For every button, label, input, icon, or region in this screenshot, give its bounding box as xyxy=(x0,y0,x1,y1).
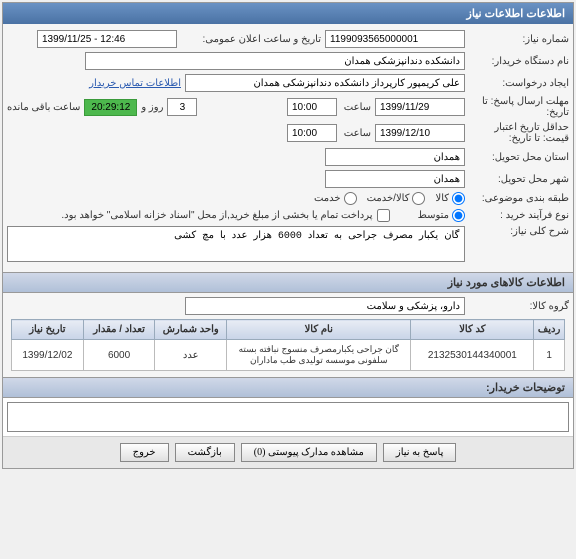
process-radio-group: متوسط xyxy=(418,209,465,222)
general-desc-field[interactable] xyxy=(7,226,465,262)
process-medium-label: متوسط xyxy=(418,210,449,221)
general-desc-label: شرح کلی نیاز: xyxy=(469,226,569,237)
city-label: شهر محل تحویل: xyxy=(469,174,569,185)
th-code: کد کالا xyxy=(411,320,534,340)
reply-button[interactable]: پاسخ به نیاز xyxy=(383,443,457,462)
th-qty: تعداد / مقدار xyxy=(83,320,155,340)
city-field[interactable] xyxy=(325,170,465,188)
need-number-label: شماره نیاز: xyxy=(469,34,569,45)
partial-pay-label: پرداخت تمام یا بخشی از مبلغ خرید,از محل … xyxy=(61,210,372,221)
days-label: روز و xyxy=(141,102,163,113)
time-label-2: ساعت xyxy=(341,128,371,139)
validity-time-field[interactable] xyxy=(287,124,337,142)
th-name: نام کالا xyxy=(227,320,411,340)
need-number-field[interactable] xyxy=(325,30,465,48)
window-title-bar: اطلاعات اطلاعات نیاز xyxy=(3,3,573,24)
announce-field[interactable] xyxy=(37,30,177,48)
topic-serviceonly-radio[interactable]: خدمت xyxy=(314,192,357,205)
items-table: ردیف کد کالا نام کالا واحد شمارش تعداد /… xyxy=(11,319,565,371)
process-type-label: نوع فرآیند خرید : xyxy=(469,210,569,221)
topic-service-label: کالا/خدمت xyxy=(367,193,410,204)
topic-serviceonly-label: خدمت xyxy=(314,193,341,204)
td-idx: 1 xyxy=(534,340,565,371)
table-header-row: ردیف کد کالا نام کالا واحد شمارش تعداد /… xyxy=(12,320,565,340)
group-field[interactable] xyxy=(185,297,465,315)
topic-goods-radio[interactable]: کالا xyxy=(435,192,465,205)
th-idx: ردیف xyxy=(534,320,565,340)
topic-service-radio[interactable]: کالا/خدمت xyxy=(367,192,426,205)
form-body: شماره نیاز: تاریخ و ساعت اعلان عمومی: نا… xyxy=(3,24,573,272)
topic-goods-input[interactable] xyxy=(452,192,465,205)
topic-radio-group: کالا کالا/خدمت خدمت xyxy=(314,192,465,205)
exit-button[interactable]: خروج xyxy=(120,443,169,462)
main-window: اطلاعات اطلاعات نیاز شماره نیاز: تاریخ و… xyxy=(2,2,574,469)
back-button[interactable]: بازگشت xyxy=(175,443,235,462)
td-code: 2132530144340001 xyxy=(411,340,534,371)
validity-label: حداقل تاریخ اعتبار قیمت: تا تاریخ: xyxy=(469,122,569,144)
process-medium-radio[interactable]: متوسط xyxy=(418,209,465,222)
deadline-label: مهلت ارسال پاسخ: تا تاریخ: xyxy=(469,96,569,118)
buyer-org-field[interactable] xyxy=(85,52,465,70)
deadline-date-field[interactable] xyxy=(375,98,465,116)
td-unit: عدد xyxy=(155,340,227,371)
partial-pay-row: پرداخت تمام یا بخشی از مبلغ خرید,از محل … xyxy=(61,209,389,222)
days-field[interactable] xyxy=(167,98,197,116)
button-bar: پاسخ به نیاز مشاهده مدارک پیوستی (0) باز… xyxy=(3,436,573,468)
remaining-label: ساعت باقی مانده xyxy=(7,102,80,113)
validity-date-field[interactable] xyxy=(375,124,465,142)
request-label: ایجاد درخواست: xyxy=(469,78,569,89)
time-label-1: ساعت xyxy=(341,102,371,113)
process-medium-input[interactable] xyxy=(452,209,465,222)
items-table-wrap: ردیف کد کالا نام کالا واحد شمارش تعداد /… xyxy=(11,319,565,371)
group-label: گروه کالا: xyxy=(469,301,569,312)
table-row[interactable]: 1 2132530144340001 گان جراحی یکبارمصرف م… xyxy=(12,340,565,371)
contact-link[interactable]: اطلاعات تماس خریدار xyxy=(89,78,181,89)
topic-serviceonly-input[interactable] xyxy=(344,192,357,205)
topic-service-input[interactable] xyxy=(412,192,425,205)
province-field[interactable] xyxy=(325,148,465,166)
buyer-notes-box[interactable] xyxy=(7,402,569,432)
request-field[interactable] xyxy=(185,74,465,92)
buyer-notes-header: توضیحات خریدار: xyxy=(3,377,573,398)
td-qty: 6000 xyxy=(83,340,155,371)
td-name: گان جراحی یکبارمصرف منسوج نبافته بسته سل… xyxy=(227,340,411,371)
deadline-time-field[interactable] xyxy=(287,98,337,116)
announce-label: تاریخ و ساعت اعلان عمومی: xyxy=(181,34,321,45)
countdown-timer: 20:29:12 xyxy=(84,99,137,116)
province-label: استان محل تحویل: xyxy=(469,152,569,163)
partial-pay-checkbox[interactable] xyxy=(377,209,390,222)
attachments-button[interactable]: مشاهده مدارک پیوستی (0) xyxy=(241,443,377,462)
buyer-org-label: نام دستگاه خریدار: xyxy=(469,56,569,67)
topic-goods-label: کالا xyxy=(435,193,449,204)
window-title: اطلاعات اطلاعات نیاز xyxy=(467,8,565,20)
th-unit: واحد شمارش xyxy=(155,320,227,340)
topic-class-label: طبقه بندی موضوعی: xyxy=(469,193,569,204)
items-section-header: اطلاعات کالاهای مورد نیاز xyxy=(3,272,573,293)
td-date: 1399/12/02 xyxy=(12,340,84,371)
th-date: تاریخ نیاز xyxy=(12,320,84,340)
